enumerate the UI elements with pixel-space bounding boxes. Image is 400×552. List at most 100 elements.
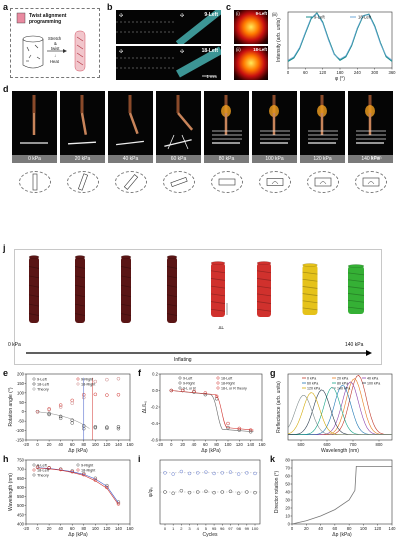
c-iii-xtick-label: 0: [287, 70, 290, 75]
cylinder-ring: [347, 299, 365, 303]
i-point-2: [253, 471, 257, 476]
c-iii-series-1: [287, 12, 393, 62]
cylinder-ring: [120, 294, 132, 298]
h-xlabel: Δp (kPa): [68, 532, 88, 538]
h-ylabel: Wavelength (nm): [8, 473, 14, 511]
panel-c-pattern-ii: (ii) 18-Left: [234, 46, 268, 80]
panel-d-diagram: [314, 177, 332, 187]
h-xtick-label: 160: [127, 526, 135, 531]
h-frame: [25, 459, 131, 525]
chart-h: -20 0 20 40 60 80 100 120 140 160 400 450 500 550 600 6…: [8, 458, 135, 539]
k-xtick-label: 0: [291, 526, 294, 531]
cylinder-ring: [28, 266, 40, 269]
weight-bar-icon: [67, 141, 97, 145]
rod-icon: [218, 178, 236, 186]
h-xtick-label: 140: [115, 526, 123, 531]
i-point: [253, 490, 257, 495]
cylinder-cap: [74, 255, 86, 259]
f-legend-label: 18-Left: [221, 377, 232, 381]
cylinder-ring: [74, 284, 86, 288]
k-frame: [291, 459, 393, 525]
cylinder-ring: [166, 284, 178, 288]
cylinder-cap: [256, 261, 272, 265]
panel-j-label: j: [3, 243, 6, 253]
panel-b-label-bottom: 18-Left: [201, 48, 218, 54]
cylinder-cap: [210, 261, 226, 265]
i-point: [163, 490, 167, 494]
arc-icon: [367, 181, 375, 185]
k-ytick-label: 60: [285, 474, 290, 479]
f-ylabel: ΔL/L₀: [142, 401, 148, 413]
i-point: [236, 491, 241, 496]
f-point: [214, 394, 219, 399]
cylinder-ring: [74, 266, 86, 269]
f-legend-marker: [216, 386, 220, 390]
f-legend-label: 9-Left: [183, 377, 192, 381]
panel-d-diagram: [218, 178, 236, 186]
h-legend-label: Theory: [37, 474, 49, 478]
f-legend-label: 18-Right: [221, 382, 235, 386]
panel-d-diagram: [77, 173, 89, 191]
e-point: [105, 426, 109, 431]
cylinder-body: [257, 263, 271, 317]
panel-d-scene: [116, 95, 144, 146]
c-iii-xtick-label: 240: [354, 70, 362, 75]
f-xtick-label: 140: [247, 442, 255, 447]
cylinder-cap: [302, 263, 318, 267]
f-theory-line: [171, 390, 254, 433]
panel-a-illustration: [16, 12, 86, 72]
e-point: [116, 426, 121, 431]
panel-d-diagram-circle: [307, 171, 339, 193]
cylinder-ring: [120, 275, 132, 279]
cylinder-cap: [347, 264, 365, 268]
panel-d-diagram-circle: [19, 171, 51, 193]
e-point: [58, 414, 63, 419]
cylinder-3: [120, 255, 132, 323]
i-xtick-label: 98: [236, 526, 241, 531]
h-legend-marker: [76, 463, 80, 467]
f-legend-label: 9-L or R: [183, 387, 196, 391]
c-iii-ylabel: Intensity (arb. units): [276, 18, 282, 62]
e-point: [105, 377, 109, 382]
e-xtick-label: -20: [23, 442, 30, 447]
k-line: [291, 466, 392, 525]
k-xtick-label: 60: [333, 526, 338, 531]
k-ytick-label: 50: [285, 482, 290, 487]
e-point: [47, 412, 51, 417]
h-ytick-label: 550: [17, 494, 25, 499]
f-point: [203, 391, 208, 395]
cylinder-ring: [347, 286, 365, 289]
panel-d-pressure-label: 120 kPa: [300, 155, 345, 163]
h-point: [58, 467, 63, 472]
i-ylabel: φ/φ₀: [148, 487, 154, 497]
h-xtick-label: 80: [81, 526, 86, 531]
g-series-7: [287, 392, 392, 435]
c-iii-xtick-label: 360: [389, 70, 397, 75]
e-point: [58, 403, 63, 407]
glow-icon: [365, 105, 375, 117]
panel-d-scene: [356, 95, 386, 144]
e-legend-label: 9-Left: [37, 378, 48, 382]
cylinder-ring: [166, 294, 178, 298]
h-ytick-label: 650: [17, 476, 25, 481]
g-xtick-label: 500: [298, 442, 306, 447]
e-theory-line: [37, 411, 90, 429]
k-xlabel: Δp (kPa): [332, 532, 352, 538]
cylinder-body: [348, 266, 364, 314]
cylinder-cap: [28, 255, 40, 259]
panel-d-photo: 120 kPa: [300, 91, 345, 163]
cylinder-ring: [28, 284, 40, 288]
i-point-2: [187, 471, 192, 476]
e-ytick-label: 200: [17, 372, 25, 377]
e-point: [105, 425, 109, 429]
cylinder-ring: [302, 293, 318, 296]
panel-d-label: d: [3, 84, 9, 94]
cylinder-body: [211, 263, 225, 317]
rod-icon: [170, 176, 188, 188]
cylinder-8: [347, 264, 365, 314]
i-point: [171, 491, 175, 496]
cylinder-5: [210, 261, 226, 317]
panel-f-label: f: [138, 368, 141, 378]
panel-d-scene: [308, 95, 338, 144]
e-legend-marker: [32, 387, 36, 391]
